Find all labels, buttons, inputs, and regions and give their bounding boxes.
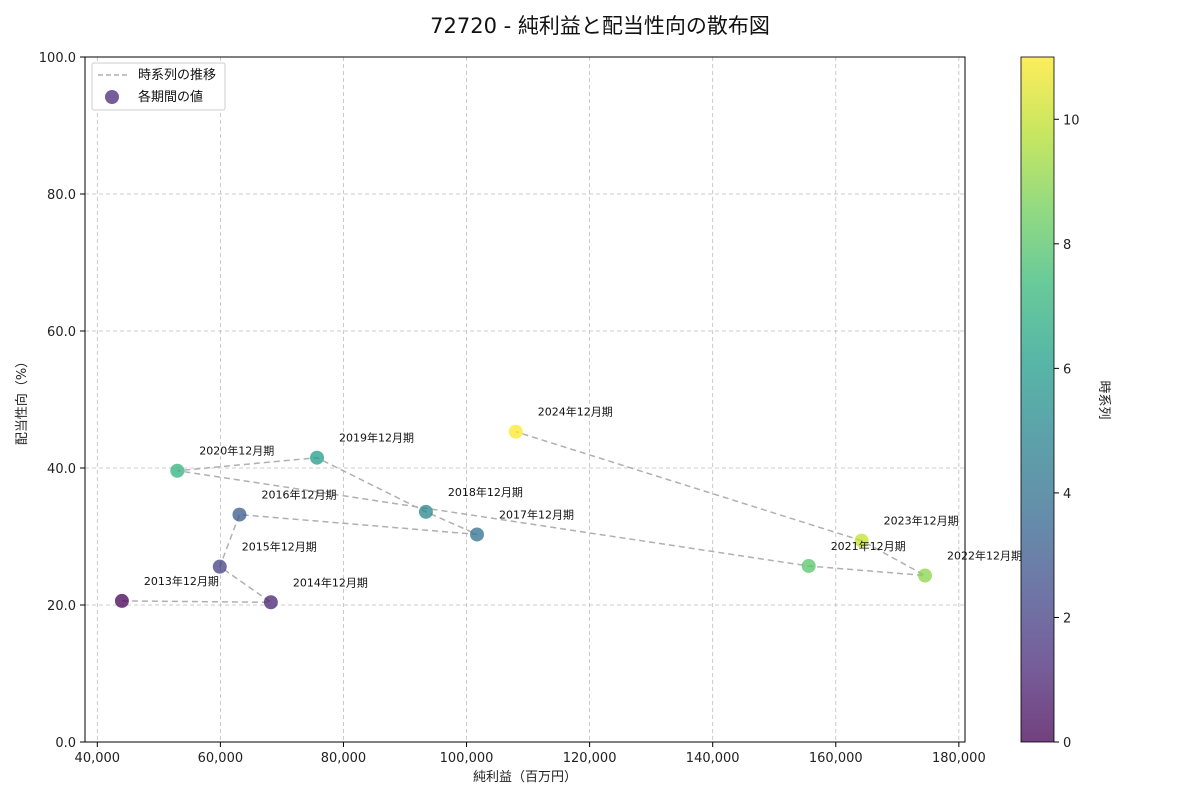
data-point — [418, 504, 433, 519]
point-label: 2020年12月期 — [199, 444, 274, 458]
point-label: 2019年12月期 — [339, 431, 414, 445]
y-tick-label: 20.0 — [47, 599, 76, 614]
point-label: 2017年12月期 — [499, 507, 574, 521]
point-label: 2015年12月期 — [242, 540, 317, 554]
colorbar-tick-label: 8 — [1063, 238, 1071, 253]
x-tick-label: 60,000 — [198, 751, 244, 766]
colorbar-tick-label: 2 — [1063, 611, 1071, 626]
x-tick-label: 120,000 — [563, 751, 617, 766]
point-label: 2021年12月期 — [831, 539, 906, 553]
trend-line — [121, 430, 926, 604]
data-point — [854, 533, 869, 548]
data-point — [114, 593, 129, 608]
y-tick-label: 100.0 — [39, 51, 76, 66]
colorbar-tick-label: 4 — [1063, 487, 1071, 502]
colorbar-tick-label: 6 — [1063, 362, 1071, 377]
x-tick-label: 160,000 — [809, 751, 863, 766]
data-points — [114, 424, 932, 610]
data-point — [801, 558, 816, 573]
x-tick-label: 100,000 — [440, 751, 494, 766]
colorbar-tick-label: 0 — [1063, 736, 1071, 751]
data-point — [212, 559, 227, 574]
point-label: 2023年12月期 — [884, 514, 959, 528]
y-tick-label: 0.0 — [55, 736, 76, 751]
y-axis-ticks: 0.0 20.0 40.0 60.0 80.0 100.0 — [39, 51, 85, 751]
colorbar-gradient — [1020, 56, 1055, 743]
x-axis-title: 純利益（百万円） — [473, 770, 577, 785]
chart-title: 72720 - 純利益と配当性向の散布図 — [430, 14, 770, 38]
y-tick-label: 60.0 — [47, 325, 76, 340]
point-label: 2013年12月期 — [144, 574, 219, 588]
x-tick-label: 80,000 — [321, 751, 367, 766]
point-label: 2018年12月期 — [448, 485, 523, 499]
point-label: 2022年12月期 — [947, 549, 1022, 563]
colorbar — [1020, 56, 1055, 743]
x-tick-label: 40,000 — [75, 751, 121, 766]
data-point — [263, 595, 278, 610]
data-point — [310, 450, 324, 465]
legend-label-line: 時系列の推移 — [138, 68, 216, 83]
x-tick-label: 140,000 — [686, 751, 740, 766]
data-point — [232, 507, 247, 522]
data-point — [918, 568, 932, 583]
trend-polyline — [121, 430, 926, 604]
point-labels: 2013年12月期 2014年12月期 2015年12月期 2016年12月期 2017… — [144, 405, 1022, 590]
grid — [85, 56, 965, 743]
legend-marker-swatch — [105, 90, 119, 104]
point-label: 2014年12月期 — [293, 575, 368, 589]
plot-frame — [84, 56, 966, 743]
point-label: 2016年12月期 — [261, 488, 336, 502]
y-tick-label: 40.0 — [47, 462, 76, 477]
data-point — [470, 527, 484, 542]
x-tick-label: 180,000 — [932, 751, 986, 766]
colorbar-tick-label: 10 — [1063, 113, 1080, 128]
data-point — [508, 424, 523, 439]
legend-label-marker: 各期間の値 — [138, 89, 203, 105]
colorbar-ticks: 0 2 4 6 8 10 — [1054, 113, 1080, 751]
data-point — [170, 463, 185, 478]
legend: 時系列の推移 各期間の値 — [91, 62, 226, 111]
y-tick-label: 80.0 — [47, 188, 76, 203]
x-axis-ticks: 40,000 60,000 80,000 100,000 120,000 140,000 1… — [75, 742, 986, 766]
y-axis-title: 配当性向（%） — [14, 355, 30, 445]
point-label: 2024年12月期 — [538, 405, 613, 419]
colorbar-title: 時系列 — [1096, 380, 1111, 419]
